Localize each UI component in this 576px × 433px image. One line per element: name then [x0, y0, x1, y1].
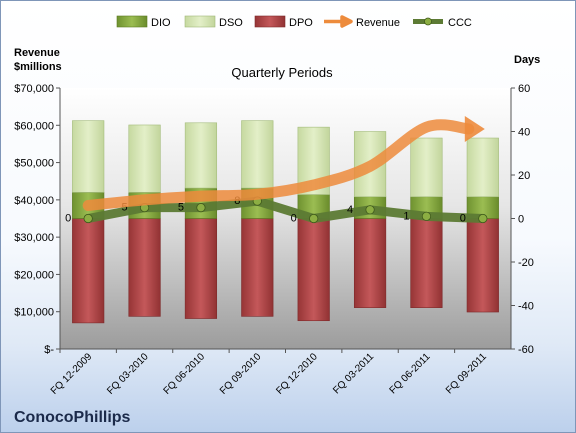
ccc-point: [478, 213, 488, 224]
line-series: 0 5 5 8 0 4 1 0: [65, 116, 488, 225]
bar-dso: [410, 137, 443, 198]
legend-swatch-dso: [184, 15, 216, 28]
bar-dpo: [241, 218, 274, 317]
company-name: ConocoPhillips: [14, 409, 131, 426]
right-axis-tick-label: 20: [518, 170, 530, 182]
legend-item-dpo: DPO: [254, 15, 313, 29]
right-axis-tick-label: 60: [518, 83, 530, 95]
legend-swatch-dpo: [254, 15, 286, 28]
left-axis-ticks: $- $10,000 $20,000 $30,000 $40,000 $50,000 $60…: [14, 83, 60, 356]
legend-label-dio: DIO: [151, 17, 171, 29]
left-axis-title-line1: Revenue: [14, 47, 60, 59]
right-axis-tick-label: -40: [518, 301, 534, 313]
left-axis-title-line2: $millions: [14, 61, 62, 73]
right-axis-tick-label: 0: [518, 214, 524, 226]
ccc-point: [196, 203, 206, 213]
right-axis-tick-label: 40: [518, 127, 530, 139]
legend-label-ccc: CCC: [448, 17, 472, 29]
x-axis-tick-label: FQ 12-2009: [49, 351, 95, 397]
x-axis-tick-label: FQ 06-2011: [388, 351, 433, 396]
x-axis-tick-label: FQ 06-2010: [162, 351, 208, 397]
legend: DIO DSO DPO Revenue CCC: [116, 15, 472, 29]
left-axis-tick-label: $40,000: [14, 195, 54, 207]
legend-item-dio: DIO: [116, 15, 171, 29]
ccc-point: [83, 213, 93, 224]
x-axis-tick-label: FQ 03-2011: [331, 351, 376, 396]
left-axis-tick-label: $-: [44, 344, 54, 356]
legend-item-ccc: CCC: [413, 17, 472, 29]
bar-dso: [184, 122, 218, 189]
x-axis-tick-label: FQ 12-2010: [274, 351, 320, 397]
right-axis-ticks: -60 -40 -20 0 20 40 60: [511, 83, 534, 356]
right-axis-tick-label: -20: [518, 257, 534, 269]
bar-dpo: [410, 218, 443, 308]
ccc-point: [365, 205, 375, 215]
legend-item-revenue: Revenue: [324, 15, 400, 29]
bar-dpo: [297, 218, 330, 322]
legend-swatch-dio: [116, 15, 148, 28]
bar-dpo: [72, 218, 105, 324]
legend-marker-ccc: [424, 17, 432, 26]
legend-label-revenue: Revenue: [356, 17, 400, 29]
legend-label-dso: DSO: [219, 17, 243, 29]
x-axis-tick-label: FQ 09-2010: [218, 351, 264, 397]
left-axis-tick-label: $50,000: [14, 158, 54, 170]
ccc-data-label: 4: [347, 204, 353, 216]
x-axis-ticks: FQ 12-2009 FQ 03-2010 FQ 06-2010 FQ 09-2010…: [49, 349, 489, 397]
bar-dpo: [184, 218, 218, 319]
left-axis-tick-label: $20,000: [14, 269, 54, 281]
ccc-line: [83, 196, 488, 223]
ccc-data-label: 5: [178, 202, 184, 214]
revenue-arrowhead: [464, 116, 485, 143]
bar-dpo: [128, 218, 161, 317]
right-axis-title: Days: [514, 54, 540, 66]
bar-dso: [72, 120, 105, 193]
legend-label-dpo: DPO: [289, 17, 313, 29]
ccc-data-label: 1: [403, 210, 409, 222]
bar-dpo: [353, 218, 387, 308]
legend-item-dso: DSO: [184, 15, 243, 29]
left-axis-tick-label: $70,000: [14, 83, 54, 95]
revenue-line: [82, 119, 475, 211]
ccc-data-label: 5: [121, 202, 127, 214]
bar-dso: [128, 124, 161, 193]
bar-dpo: [466, 218, 499, 313]
left-axis-tick-label: $10,000: [14, 307, 54, 319]
ccc-data-label: 0: [291, 213, 297, 225]
x-axis-tick-label: FQ 03-2010: [105, 351, 151, 397]
ccc-data-label: 0: [460, 213, 466, 225]
bar-dso: [241, 120, 274, 189]
bar-dso: [466, 137, 499, 198]
ccc-data-label: 8: [234, 195, 240, 207]
ccc-point: [421, 211, 432, 221]
ccc-data-label: 0: [65, 213, 71, 225]
left-axis-tick-label: $60,000: [14, 120, 54, 132]
left-axis-tick-label: $30,000: [14, 232, 54, 244]
legend-arrow-revenue: [324, 15, 353, 28]
right-axis-tick-label: -60: [518, 344, 534, 356]
x-axis-tick-label: FQ 09-2011: [444, 351, 489, 396]
ccc-point: [309, 213, 319, 224]
chart-title: Quarterly Periods: [231, 65, 333, 80]
